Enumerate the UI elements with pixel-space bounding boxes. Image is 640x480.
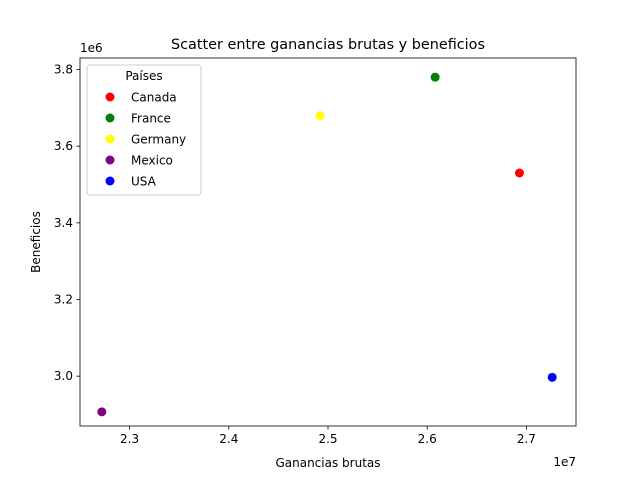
point-canada xyxy=(514,168,524,178)
y-axis-label: Beneficios xyxy=(29,211,43,273)
point-usa xyxy=(547,372,557,382)
y-tick-label: 3.4 xyxy=(54,216,73,230)
legend-label-usa: USA xyxy=(131,175,157,189)
y-tick-label: 3.2 xyxy=(54,293,73,307)
legend-marker-canada xyxy=(105,92,115,102)
legend-marker-mexico xyxy=(105,155,115,165)
legend-label-mexico: Mexico xyxy=(131,154,173,168)
legend-label-canada: Canada xyxy=(131,91,177,105)
x-tick-label: 2.5 xyxy=(318,432,337,446)
y-axis-ticks: 3.0 3.2 3.4 3.6 3.8 xyxy=(54,63,80,383)
legend-label-france: France xyxy=(131,112,171,126)
legend: Países Canada France Germany Mexico USA xyxy=(86,64,202,196)
legend-marker-germany xyxy=(105,134,115,144)
legend-items: Canada France Germany Mexico USA xyxy=(105,91,186,189)
x-axis-ticks: 2.3 2.4 2.5 2.6 2.7 xyxy=(120,426,536,446)
x-tick-label: 2.7 xyxy=(517,432,536,446)
x-axis-label: Ganancias brutas xyxy=(275,456,380,470)
x-tick-label: 2.3 xyxy=(120,432,139,446)
x-tick-label: 2.6 xyxy=(418,432,437,446)
x-tick-label: 2.4 xyxy=(219,432,238,446)
legend-marker-france xyxy=(105,113,115,123)
chart-title: Scatter entre ganancias brutas y benefic… xyxy=(171,37,485,53)
legend-marker-usa xyxy=(105,176,115,186)
point-france xyxy=(430,72,440,82)
legend-box xyxy=(86,64,202,196)
y-tick-label: 3.6 xyxy=(54,139,73,153)
y-offset-label: 1e6 xyxy=(80,41,103,55)
y-tick-label: 3.0 xyxy=(54,369,73,383)
point-mexico xyxy=(97,407,107,417)
legend-title: Países xyxy=(125,69,162,83)
legend-label-germany: Germany xyxy=(131,133,186,147)
x-offset-label: 1e7 xyxy=(553,455,576,469)
point-germany xyxy=(315,111,325,120)
y-tick-label: 3.8 xyxy=(54,63,73,77)
data-points xyxy=(97,72,557,417)
